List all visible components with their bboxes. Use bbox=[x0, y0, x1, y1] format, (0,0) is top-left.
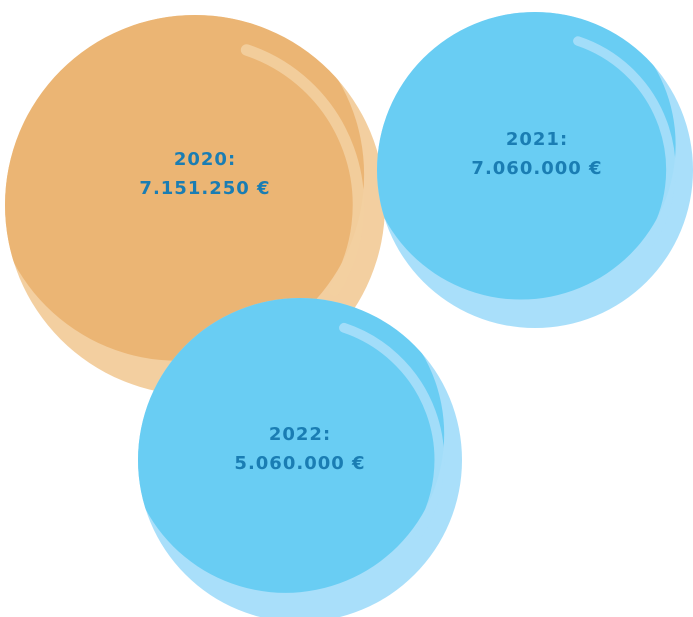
bubble: 2021: 7.060.000 € bbox=[377, 12, 693, 328]
bubble-highlight bbox=[573, 36, 676, 246]
bubble-year: 2021: bbox=[506, 129, 568, 150]
bubble-amount: 7.151.250 € bbox=[139, 178, 270, 199]
bubble-body bbox=[5, 15, 365, 361]
bubble-highlight bbox=[339, 322, 445, 538]
bubble: 2022: 5.060.000 € bbox=[138, 298, 462, 617]
bubble-amount: 5.060.000 € bbox=[234, 453, 365, 474]
bubble-year: 2020: bbox=[174, 149, 236, 170]
bubble-main bbox=[138, 298, 445, 593]
bubble-amount: 7.060.000 € bbox=[471, 158, 602, 179]
bubble-main bbox=[377, 12, 676, 300]
bubble: 2020: 7.151.250 € bbox=[5, 15, 385, 395]
bubble-highlight bbox=[240, 44, 365, 297]
bubble-year: 2022: bbox=[269, 424, 331, 445]
bubble-body bbox=[377, 12, 676, 300]
bubble-main bbox=[5, 15, 365, 361]
bubble-body bbox=[138, 298, 445, 593]
